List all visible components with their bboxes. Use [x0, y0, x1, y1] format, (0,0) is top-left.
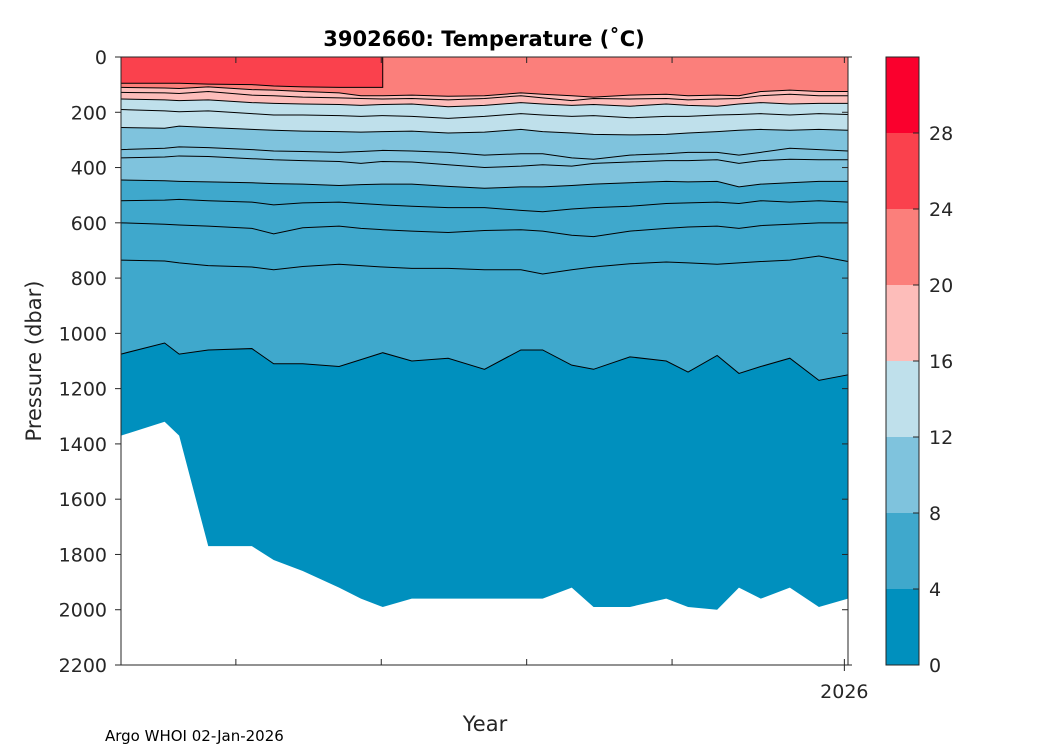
- colorbar-tick-label: 8: [929, 503, 941, 525]
- y-tick-label: 2200: [59, 655, 107, 677]
- y-tick-label: 0: [95, 47, 107, 69]
- y-tick-label: 2000: [59, 600, 107, 622]
- colorbar-tick-label: 24: [929, 199, 953, 221]
- isotherm-7C: [120, 198, 849, 213]
- y-tick-label: 1800: [59, 544, 107, 566]
- isotherm-24C: [121, 57, 384, 88]
- isotherm-18C: [120, 91, 848, 102]
- y-tick-label: 1000: [59, 323, 107, 345]
- colorbar-tick-label: 12: [929, 427, 953, 449]
- isotherm-12C: [120, 125, 849, 136]
- isotherm-16C: [120, 98, 848, 108]
- temperature-bands: [121, 57, 848, 665]
- isotherm-contours: [120, 57, 849, 381]
- y-tick-label: 1600: [59, 489, 107, 511]
- colorbar-swatch-16-20: [886, 285, 919, 361]
- plot-area: [120, 56, 852, 666]
- isotherm-10C: [120, 155, 848, 169]
- colorbar: 0 4 8 12 16 20 24 28: [885, 56, 953, 677]
- chart-title: 3902660: Temperature (˚C): [323, 27, 644, 51]
- y-tick-label: 200: [71, 102, 107, 124]
- isotherm-11C: [120, 146, 849, 160]
- band-above-24: [121, 57, 383, 88]
- colorbar-swatch-28-32: [886, 57, 919, 133]
- colorbar-swatch-8-12: [886, 437, 919, 513]
- y-tick-label: 1200: [59, 379, 107, 401]
- isotherm-8C: [120, 179, 848, 189]
- isotherm-6C: [120, 222, 848, 238]
- colorbar-swatch-24-28: [886, 133, 919, 209]
- colorbar-swatch-0-4: [886, 589, 919, 665]
- colorbar-tick-label: 16: [929, 351, 953, 373]
- colorbar-swatch-12-16: [886, 361, 919, 437]
- y-axis-label: Pressure (dbar): [22, 281, 46, 442]
- isotherm-4C: [120, 342, 849, 381]
- y-tick-label: 1400: [59, 434, 107, 456]
- isotherm-20C: [120, 86, 848, 98]
- colorbar-tick-label: 20: [929, 275, 953, 297]
- colorbar-tick-label: 28: [929, 123, 953, 145]
- x-axis-label: Year: [462, 712, 508, 736]
- y-tick-label: 800: [71, 268, 107, 290]
- y-tick-label: 400: [71, 158, 107, 180]
- colorbar-tick-label: 0: [929, 655, 941, 677]
- y-axis: 0 200 400 600 800 1000 1200 1400 1600 1800 2000 220…: [59, 47, 848, 677]
- no-data-mask: [121, 421, 848, 665]
- isotherm-5C: [120, 255, 849, 275]
- colorbar-swatch-4-8: [886, 513, 919, 589]
- isotherm-14C: [120, 109, 849, 119]
- footer-credit: Argo WHOI 02-Jan-2026: [105, 727, 284, 745]
- x-tick-label: 2026: [820, 681, 868, 703]
- y-tick-label: 600: [71, 213, 107, 235]
- x-axis: 2026: [235, 57, 869, 703]
- colorbar-tick-label: 4: [929, 579, 941, 601]
- colorbar-swatch-20-24: [886, 209, 919, 285]
